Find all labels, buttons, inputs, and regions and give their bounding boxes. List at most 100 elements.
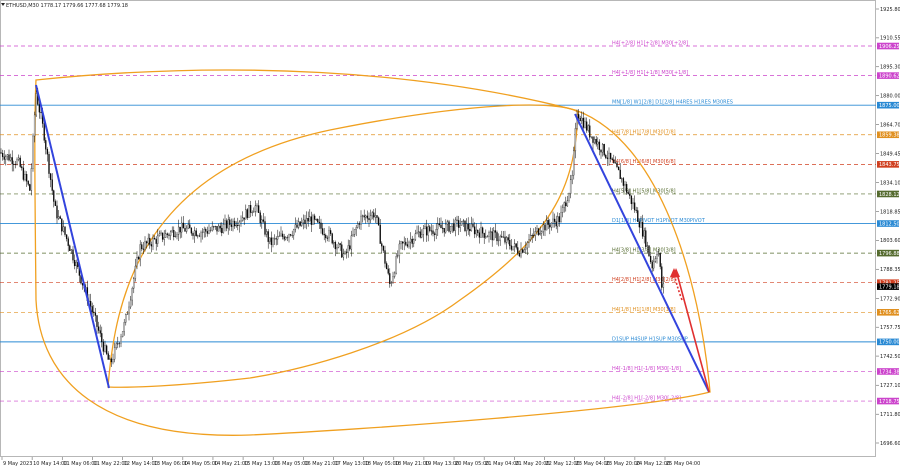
candle-body-3386 xyxy=(337,243,340,248)
candle-body-3226 xyxy=(321,228,324,235)
candle-body-3066 xyxy=(305,218,308,224)
y-tick-label-11: 1757.75 xyxy=(880,325,900,331)
candle-body-6586 xyxy=(657,253,660,255)
candle-body-4234 xyxy=(422,228,425,235)
candle-body-4666 xyxy=(465,223,468,232)
candle-body-234 xyxy=(22,167,25,180)
candle-body-4362 xyxy=(435,229,437,235)
candle-body-5818 xyxy=(581,117,583,122)
candle-body-3466 xyxy=(345,251,348,253)
candle-body-1610 xyxy=(160,232,162,235)
x-tick-label-17: 21 May 20:00 xyxy=(515,461,549,467)
candle-body-2682 xyxy=(267,231,269,242)
candle-body-5658 xyxy=(565,202,567,207)
x-tick-label-9: 16 May 05:00 xyxy=(274,461,308,467)
candle-body-4074 xyxy=(406,244,409,247)
candle-body-5082 xyxy=(507,237,509,241)
symbol-menu-icon[interactable] xyxy=(1,3,5,6)
candle-body-2970 xyxy=(296,224,298,228)
ticks-layer: 1925.80 1910.55 1895.30 1880.00 1864.70 1849.… xyxy=(876,7,900,447)
candle-body-938 xyxy=(93,311,95,313)
candle-body-4762 xyxy=(475,229,477,235)
candle-body-10 xyxy=(0,152,2,154)
candle-body-1882 xyxy=(187,224,189,229)
projection-arrow xyxy=(675,269,710,393)
candle-body-2666 xyxy=(265,231,268,235)
candle-body-122 xyxy=(11,157,13,165)
candle-body-6154 xyxy=(614,162,617,164)
candle-body-186 xyxy=(17,157,20,160)
candle-body-1050 xyxy=(104,345,106,352)
candle-body-2698 xyxy=(269,237,271,242)
candle-body-2410 xyxy=(240,220,242,223)
candle-body-5562 xyxy=(555,221,557,227)
candle-body-6234 xyxy=(622,178,625,186)
candle-body-6314 xyxy=(630,195,633,205)
candle-body-6442 xyxy=(643,230,645,237)
candle-body-6202 xyxy=(619,169,621,180)
price-tag-text-1: 1890.62 xyxy=(879,73,900,79)
price-tag-bg-10 xyxy=(877,309,899,316)
candle-body-5514 xyxy=(550,222,553,228)
candle-body-2362 xyxy=(235,225,237,227)
candle-body-3210 xyxy=(320,222,322,229)
candle-body-1466 xyxy=(145,241,148,244)
candle-body-3818 xyxy=(381,243,383,247)
candle-body-4570 xyxy=(456,219,458,221)
candle-body-1194 xyxy=(118,343,121,345)
candle-body-5242 xyxy=(523,249,525,253)
candle-body-5802 xyxy=(579,117,581,122)
candle-body-1226 xyxy=(121,331,124,338)
candle-body-5786 xyxy=(577,114,580,119)
candle-body-5994 xyxy=(598,141,601,151)
candle-body-1018 xyxy=(101,333,103,343)
candle-body-5370 xyxy=(536,228,538,232)
x-tick-label-4: 12 May 14:00 xyxy=(124,461,158,467)
candle-body-5866 xyxy=(585,121,588,131)
candle-body-6058 xyxy=(605,154,607,158)
candle-body-5002 xyxy=(499,236,501,241)
candle-body-58 xyxy=(5,156,7,160)
candle-body-4490 xyxy=(448,221,450,232)
candle-body-5978 xyxy=(597,141,599,145)
candle-body-74 xyxy=(6,154,9,157)
candle-body-3882 xyxy=(387,268,389,274)
candle-body-3274 xyxy=(326,237,329,239)
price-tag-bg-3 xyxy=(877,131,899,139)
candle-body-3674 xyxy=(366,215,369,219)
price-tag-bg-7 xyxy=(877,249,899,257)
candle-body-4394 xyxy=(438,223,441,226)
x-tick-label-16: 21 May 04:00 xyxy=(485,461,519,467)
candle-body-554 xyxy=(54,201,57,206)
candle-body-2218 xyxy=(221,228,223,234)
candle-body-2714 xyxy=(270,237,273,245)
candle-body-218 xyxy=(21,166,23,169)
candle-body-42 xyxy=(3,156,5,160)
candle-body-314 xyxy=(30,168,33,191)
candle-body-5754 xyxy=(574,128,577,152)
candle-body-410 xyxy=(40,112,42,114)
candle-body-1706 xyxy=(169,231,172,236)
candle-body-4858 xyxy=(485,236,487,238)
candle-body-3034 xyxy=(302,219,305,223)
x-tick-label-8: 15 May 13:00 xyxy=(244,461,278,467)
candle-body-762 xyxy=(75,261,77,267)
candle-body-506 xyxy=(49,173,52,180)
candle-body-1482 xyxy=(147,237,149,244)
candle-body-442 xyxy=(43,123,45,141)
candle-body-6346 xyxy=(633,202,636,211)
candle-body-3178 xyxy=(317,219,319,223)
candle-body-282 xyxy=(27,181,29,185)
level-label-10: D1SUP H4SUP H1SUP M30SUP xyxy=(612,336,688,342)
candle-body-3562 xyxy=(355,227,357,230)
candle-body-906 xyxy=(89,301,92,307)
candle-body-6250 xyxy=(624,184,626,186)
candle-body-4282 xyxy=(427,226,429,236)
candle-body-6106 xyxy=(609,152,612,159)
candle-body-6010 xyxy=(600,149,602,153)
candle-body-5578 xyxy=(557,216,559,227)
price-tag-text-10: 1765.62 xyxy=(879,310,900,316)
candle-body-2538 xyxy=(253,211,255,213)
candle-body-3754 xyxy=(374,215,377,218)
